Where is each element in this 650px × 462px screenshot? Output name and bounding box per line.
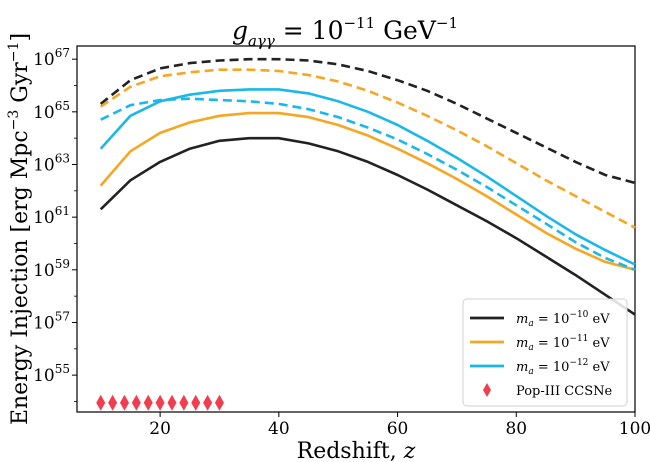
x-axis-label: Redshift, z [297, 439, 416, 462]
pop3-marker [155, 394, 165, 411]
pop3-marker [119, 394, 129, 411]
pop3-marker [131, 394, 141, 411]
y-tick-label: 1059 [33, 257, 70, 281]
x-tick-label: 20 [149, 419, 171, 439]
legend-swatch [483, 383, 491, 397]
pop3-marker [167, 394, 177, 411]
legend-label: Pop-III CCSNe [516, 384, 612, 399]
x-tick-label: 100 [619, 419, 650, 439]
y-tick-label: 1055 [33, 362, 70, 386]
marker-layer [96, 394, 224, 411]
series-line-2 [99, 111, 636, 272]
series-layer [99, 57, 636, 316]
y-tick-label: 1061 [33, 204, 70, 228]
pop3-marker [203, 394, 213, 411]
legend-label: ma = 10−11 eV [516, 334, 610, 353]
legend-label: ma = 10−10 eV [516, 310, 610, 329]
x-tick-label: 60 [387, 419, 409, 439]
series-line-5 [100, 97, 636, 272]
axis-ticks: 20 40 60 80 100 1055 1057 1059 1061 1063 1065 1067 [33, 46, 650, 439]
pop3-marker [96, 394, 106, 411]
y-axis-label: Energy Injection [erg Mpc−3 Gyr−1] [6, 33, 33, 425]
series-line-1 [99, 57, 636, 185]
x-tick-label: 40 [268, 419, 290, 439]
x-tick-label: 80 [505, 419, 527, 439]
pop3-marker [191, 394, 201, 411]
y-tick-label: 1057 [33, 309, 70, 333]
series-line-3 [99, 68, 636, 229]
pop3-marker [108, 394, 118, 411]
pop3-marker [179, 394, 189, 411]
legend-label: ma = 10−12 eV [516, 358, 610, 377]
series-line-0 [99, 136, 636, 316]
pop3-marker [143, 394, 153, 411]
legend: ma = 10−10 eV ma = 10−11 eV ma = 10−12 eV P… [462, 298, 628, 407]
y-tick-label: 1063 [33, 151, 70, 175]
series-line-4 [99, 88, 636, 266]
chart-title: gaγγ = 10−11 GeV−1 [232, 14, 458, 50]
plot-area [76, 45, 636, 413]
y-tick-label: 1067 [33, 46, 70, 70]
y-tick-label: 1065 [33, 99, 70, 123]
legend-box [462, 298, 628, 407]
pop3-marker [214, 394, 224, 411]
